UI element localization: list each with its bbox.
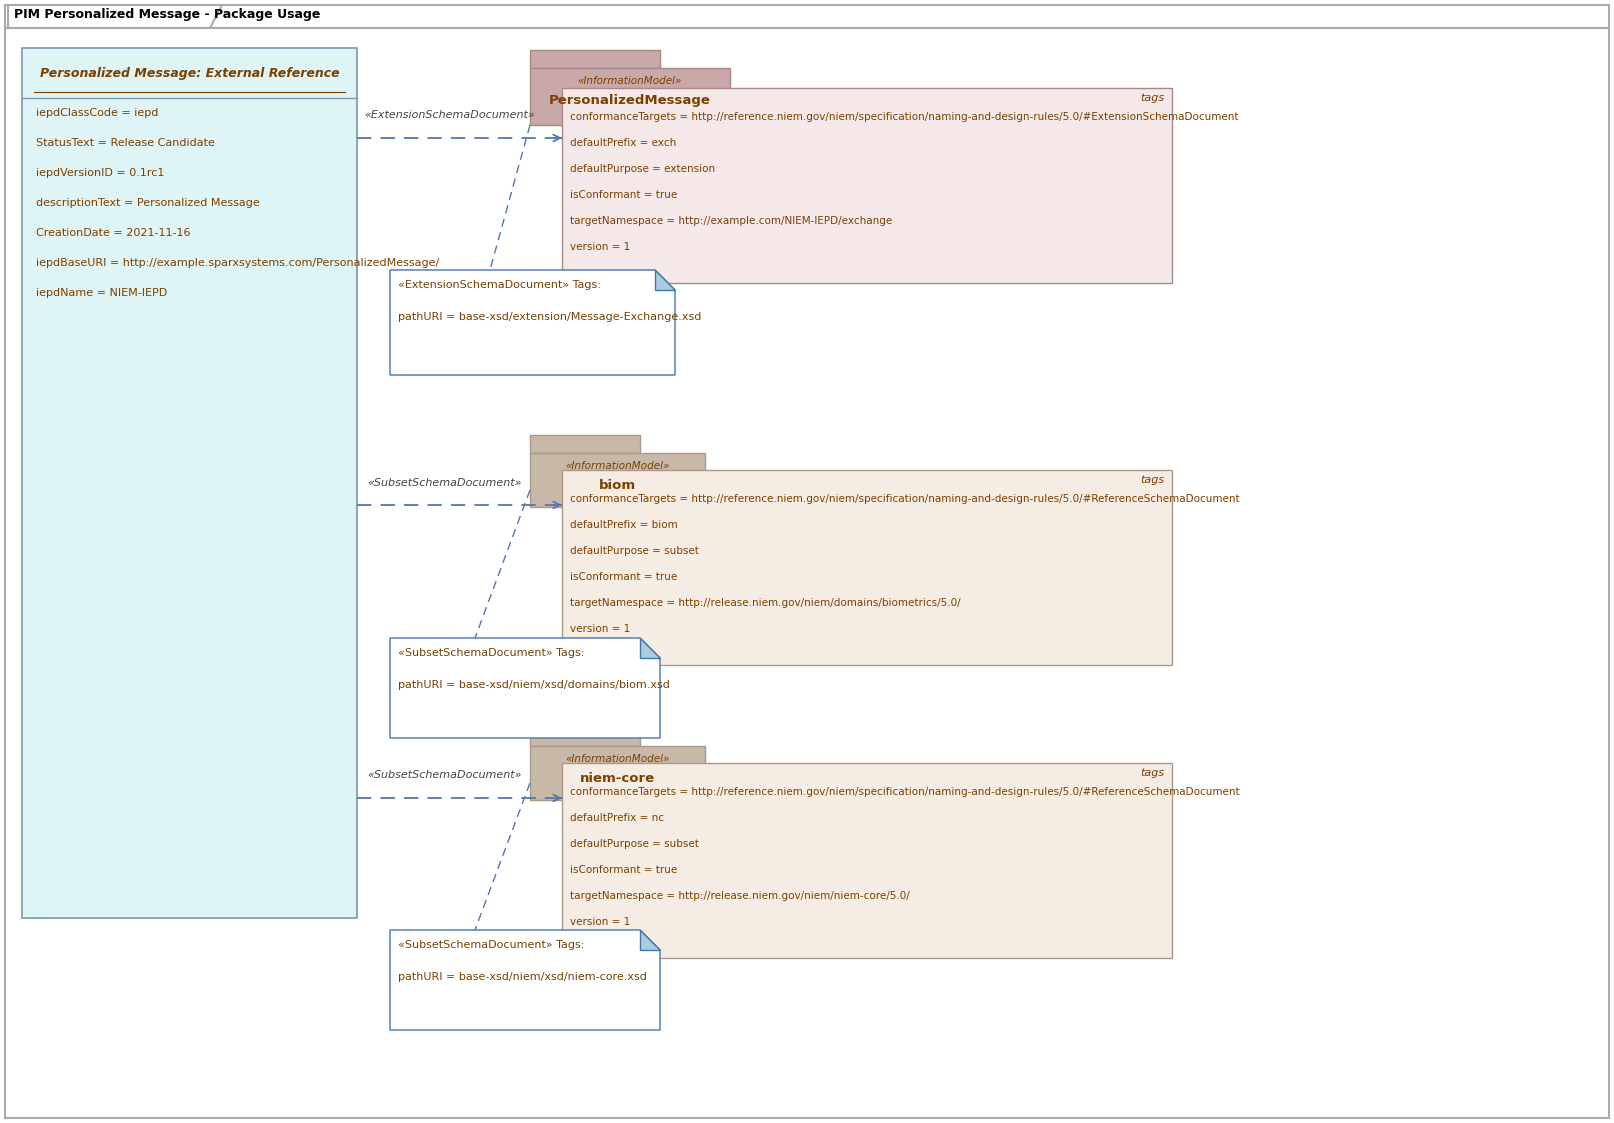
Bar bbox=[562, 471, 1172, 665]
Text: pathURI = base-xsd/niem/xsd/domains/biom.xsd: pathURI = base-xsd/niem/xsd/domains/biom… bbox=[399, 681, 670, 690]
Text: iepdVersionID = 0.1rc1: iepdVersionID = 0.1rc1 bbox=[36, 168, 165, 179]
Text: pathURI = base-xsd/niem/xsd/niem-core.xsd: pathURI = base-xsd/niem/xsd/niem-core.xs… bbox=[399, 973, 647, 982]
Text: isConformant = true: isConformant = true bbox=[570, 190, 678, 200]
Text: iepdBaseURI = http://example.sparxsystems.com/PersonalizedMessage/: iepdBaseURI = http://example.sparxsystem… bbox=[36, 258, 439, 268]
Text: PersonalizedMessage: PersonalizedMessage bbox=[549, 94, 710, 107]
Text: iepdClassCode = iepd: iepdClassCode = iepd bbox=[36, 108, 158, 118]
Text: «SubsetSchemaDocument» Tags:: «SubsetSchemaDocument» Tags: bbox=[399, 940, 584, 950]
Bar bbox=[562, 88, 1172, 283]
Polygon shape bbox=[641, 638, 660, 658]
Polygon shape bbox=[391, 930, 660, 1030]
Text: defaultPurpose = subset: defaultPurpose = subset bbox=[570, 546, 699, 556]
Text: tags: tags bbox=[1139, 93, 1164, 103]
Text: Personalized Message: External Reference: Personalized Message: External Reference bbox=[40, 66, 339, 80]
Text: «InformationModel»: «InformationModel» bbox=[565, 462, 670, 471]
Text: targetNamespace = http://release.niem.gov/niem/domains/biometrics/5.0/: targetNamespace = http://release.niem.go… bbox=[570, 599, 960, 608]
Bar bbox=[529, 69, 730, 125]
Text: tags: tags bbox=[1139, 768, 1164, 778]
Bar bbox=[529, 728, 641, 746]
Text: pathURI = base-xsd/extension/Message-Exchange.xsd: pathURI = base-xsd/extension/Message-Exc… bbox=[399, 312, 702, 322]
Text: descriptionText = Personalized Message: descriptionText = Personalized Message bbox=[36, 198, 260, 208]
Text: version = 1: version = 1 bbox=[570, 241, 629, 252]
Text: version = 1: version = 1 bbox=[570, 917, 629, 926]
Polygon shape bbox=[391, 270, 675, 375]
Polygon shape bbox=[391, 638, 660, 738]
Text: defaultPurpose = extension: defaultPurpose = extension bbox=[570, 164, 715, 174]
Text: «ExtensionSchemaDocument» Tags:: «ExtensionSchemaDocument» Tags: bbox=[399, 280, 600, 290]
Text: version = 1: version = 1 bbox=[570, 624, 629, 634]
Bar bbox=[23, 48, 357, 917]
Text: conformanceTargets = http://reference.niem.gov/niem/specification/naming-and-des: conformanceTargets = http://reference.ni… bbox=[570, 494, 1240, 504]
Text: niem-core: niem-core bbox=[579, 772, 655, 785]
Text: conformanceTargets = http://reference.niem.gov/niem/specification/naming-and-des: conformanceTargets = http://reference.ni… bbox=[570, 112, 1238, 122]
Polygon shape bbox=[655, 270, 675, 290]
Text: «ExtensionSchemaDocument»: «ExtensionSchemaDocument» bbox=[365, 110, 536, 120]
Text: biom: biom bbox=[599, 480, 636, 492]
Bar bbox=[562, 763, 1172, 958]
Text: defaultPurpose = subset: defaultPurpose = subset bbox=[570, 839, 699, 849]
Text: PIM Personalized Message - Package Usage: PIM Personalized Message - Package Usage bbox=[15, 8, 320, 21]
Bar bbox=[529, 435, 641, 453]
Text: defaultPrefix = nc: defaultPrefix = nc bbox=[570, 813, 663, 823]
Polygon shape bbox=[641, 930, 660, 950]
Text: defaultPrefix = exch: defaultPrefix = exch bbox=[570, 138, 676, 148]
Text: StatusText = Release Candidate: StatusText = Release Candidate bbox=[36, 138, 215, 148]
Bar bbox=[529, 746, 705, 800]
Text: isConformant = true: isConformant = true bbox=[570, 865, 678, 875]
Text: iepdName = NIEM-IEPD: iepdName = NIEM-IEPD bbox=[36, 287, 168, 298]
Text: conformanceTargets = http://reference.niem.gov/niem/specification/naming-and-des: conformanceTargets = http://reference.ni… bbox=[570, 787, 1240, 797]
Polygon shape bbox=[8, 4, 223, 28]
Text: targetNamespace = http://example.com/NIEM-IEPD/exchange: targetNamespace = http://example.com/NIE… bbox=[570, 216, 893, 226]
Text: isConformant = true: isConformant = true bbox=[570, 572, 678, 582]
Text: «SubsetSchemaDocument»: «SubsetSchemaDocument» bbox=[368, 770, 523, 780]
Text: tags: tags bbox=[1139, 475, 1164, 485]
Text: targetNamespace = http://release.niem.gov/niem/niem-core/5.0/: targetNamespace = http://release.niem.go… bbox=[570, 891, 910, 901]
Text: «InformationModel»: «InformationModel» bbox=[578, 76, 683, 86]
Text: «SubsetSchemaDocument» Tags:: «SubsetSchemaDocument» Tags: bbox=[399, 648, 584, 658]
Bar bbox=[529, 453, 705, 506]
Bar bbox=[529, 51, 660, 69]
Text: «InformationModel»: «InformationModel» bbox=[565, 754, 670, 764]
Text: CreationDate = 2021-11-16: CreationDate = 2021-11-16 bbox=[36, 228, 190, 238]
Text: «SubsetSchemaDocument»: «SubsetSchemaDocument» bbox=[368, 478, 523, 489]
Text: defaultPrefix = biom: defaultPrefix = biom bbox=[570, 520, 678, 530]
